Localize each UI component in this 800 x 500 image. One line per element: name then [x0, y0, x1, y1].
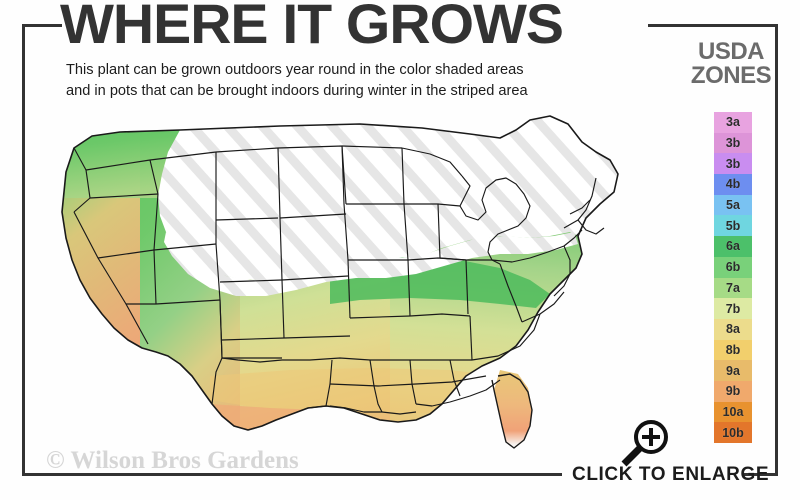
zone-swatch: 8a — [714, 318, 752, 340]
zone-swatch: 3a — [714, 112, 752, 133]
magnifier-glyph — [621, 420, 668, 467]
legend-heading: USDA ZONES — [690, 38, 772, 90]
frame-left-rule — [22, 24, 25, 476]
frame-top-right-rule — [648, 24, 778, 27]
watermark: © Wilson Bros Gardens — [46, 447, 299, 474]
zone-swatch: 3b — [714, 153, 752, 175]
zone-swatch: 10a — [714, 401, 752, 423]
frame-bottom-left-rule — [22, 473, 562, 476]
page-subtitle: This plant can be grown outdoors year ro… — [66, 62, 528, 99]
zone-swatch: 7a — [714, 277, 752, 299]
zone-swatch: 8b — [714, 339, 752, 361]
frame-right-rule — [775, 24, 778, 476]
zone-swatch: 5a — [714, 194, 752, 216]
zone-swatch: 4b — [714, 174, 752, 195]
zone-swatch: 3b — [714, 132, 752, 154]
zone-swatch: 7b — [714, 298, 752, 319]
zone-swatch: 10b — [714, 422, 752, 443]
page-title: WHERE IT GROWS — [60, 0, 564, 55]
zone-legend: 3a 3b 3b 4b 5a 5b 6a 6b 7a 7b 8a 8b 9a 9b 10a 10b — [714, 112, 752, 443]
frame-top-left-rule — [22, 24, 62, 27]
state-borders — [61, 115, 619, 449]
usa-map-svg — [61, 115, 619, 449]
zone-swatch: 9a — [714, 360, 752, 381]
zone-swatch: 6b — [714, 256, 752, 278]
zone-swatch: 5b — [714, 215, 752, 237]
zone-swatch: 6a — [714, 236, 752, 257]
zone-swatch: 9b — [714, 380, 752, 402]
magnifier-plus-icon[interactable] — [617, 418, 677, 475]
usda-zone-map[interactable] — [30, 108, 650, 468]
florida-region — [494, 370, 532, 448]
frame-bottom-right-rule — [742, 473, 778, 476]
click-to-enlarge-label[interactable]: CLICK TO ENLARGE — [572, 464, 770, 485]
